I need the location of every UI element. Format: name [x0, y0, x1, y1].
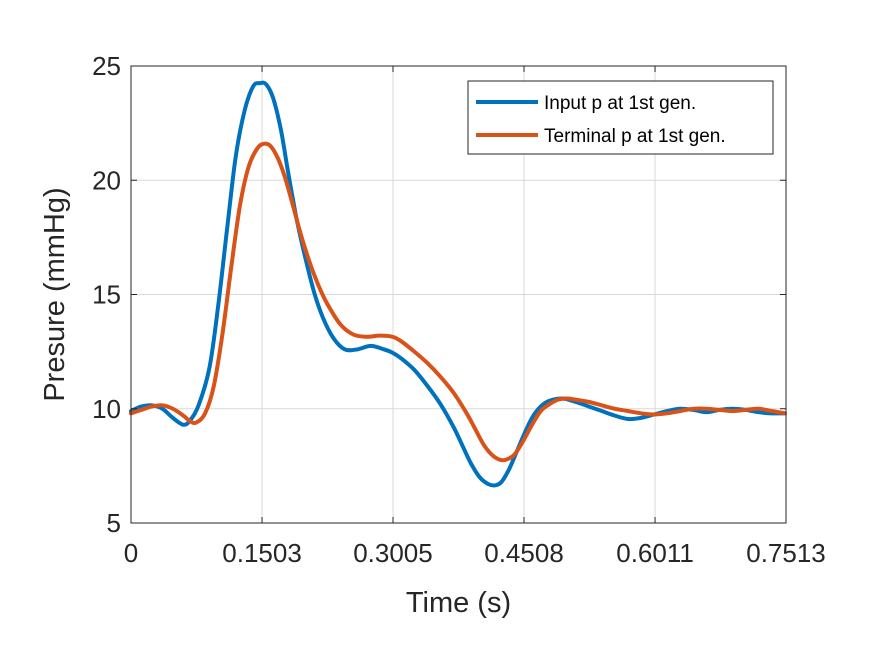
x-tick-label: 0: [124, 538, 138, 568]
y-tick-label: 20: [92, 165, 121, 195]
legend-box: [467, 80, 774, 155]
y-tick-label: 25: [92, 51, 121, 81]
y-tick-label: 10: [92, 394, 121, 424]
y-axis-label: Presure (mmHg): [39, 187, 71, 401]
legend-label-input: Input p at 1st gen.: [544, 93, 696, 114]
x-tick-label: 0.1503: [222, 538, 302, 568]
x-tick-label: 0.4508: [484, 538, 564, 568]
series-line-terminal: [129, 141, 787, 463]
y-tick-label: 5: [107, 508, 121, 538]
x-tick-label: 0.7513: [746, 538, 826, 568]
legend-label-terminal: Terminal p at 1st gen.: [544, 126, 726, 147]
y-tick-label: 15: [92, 280, 121, 310]
legend: Input p at 1st gen. Terminal p at 1st ge…: [467, 80, 774, 155]
axis-ticks: [130, 65, 787, 524]
tick-labels: 0 0.1503 0.3005 0.4508 0.6011 0.7513 5 10 15 20 25: [92, 51, 826, 568]
x-axis-label: Time (s): [406, 587, 511, 619]
x-tick-label: 0.3005: [353, 538, 433, 568]
series-line-input: [129, 80, 787, 488]
x-tick-label: 0.6011: [616, 538, 694, 568]
series-lines: [129, 80, 787, 488]
